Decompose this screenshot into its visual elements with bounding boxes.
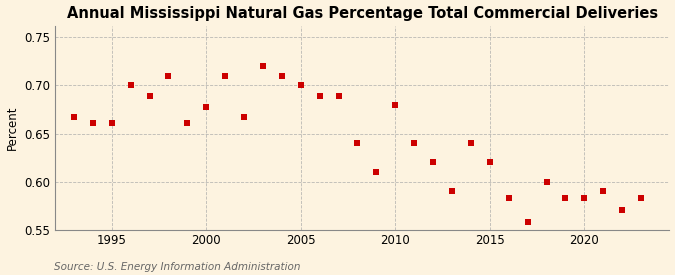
Point — [258, 64, 269, 68]
Point — [277, 74, 288, 78]
Title: Annual Mississippi Natural Gas Percentage Total Commercial Deliveries: Annual Mississippi Natural Gas Percentag… — [67, 6, 657, 21]
Point — [333, 94, 344, 98]
Point — [144, 94, 155, 98]
Point — [598, 189, 609, 193]
Point — [409, 141, 420, 145]
Point — [125, 83, 136, 88]
Point — [617, 208, 628, 213]
Text: Source: U.S. Energy Information Administration: Source: U.S. Energy Information Administ… — [54, 262, 300, 272]
Point — [371, 170, 382, 174]
Point — [522, 220, 533, 224]
Point — [504, 196, 514, 200]
Point — [201, 104, 212, 109]
Point — [296, 83, 306, 88]
Point — [541, 179, 552, 184]
Point — [428, 160, 439, 164]
Point — [636, 196, 647, 200]
Point — [466, 141, 477, 145]
Point — [485, 160, 495, 164]
Point — [447, 189, 458, 193]
Point — [106, 121, 117, 125]
Point — [220, 74, 231, 78]
Y-axis label: Percent: Percent — [5, 106, 18, 150]
Point — [239, 115, 250, 119]
Point — [579, 196, 590, 200]
Point — [352, 141, 363, 145]
Point — [390, 103, 401, 107]
Point — [68, 115, 79, 119]
Point — [182, 121, 193, 125]
Point — [87, 121, 98, 125]
Point — [163, 74, 174, 78]
Point — [560, 196, 571, 200]
Point — [315, 94, 325, 98]
